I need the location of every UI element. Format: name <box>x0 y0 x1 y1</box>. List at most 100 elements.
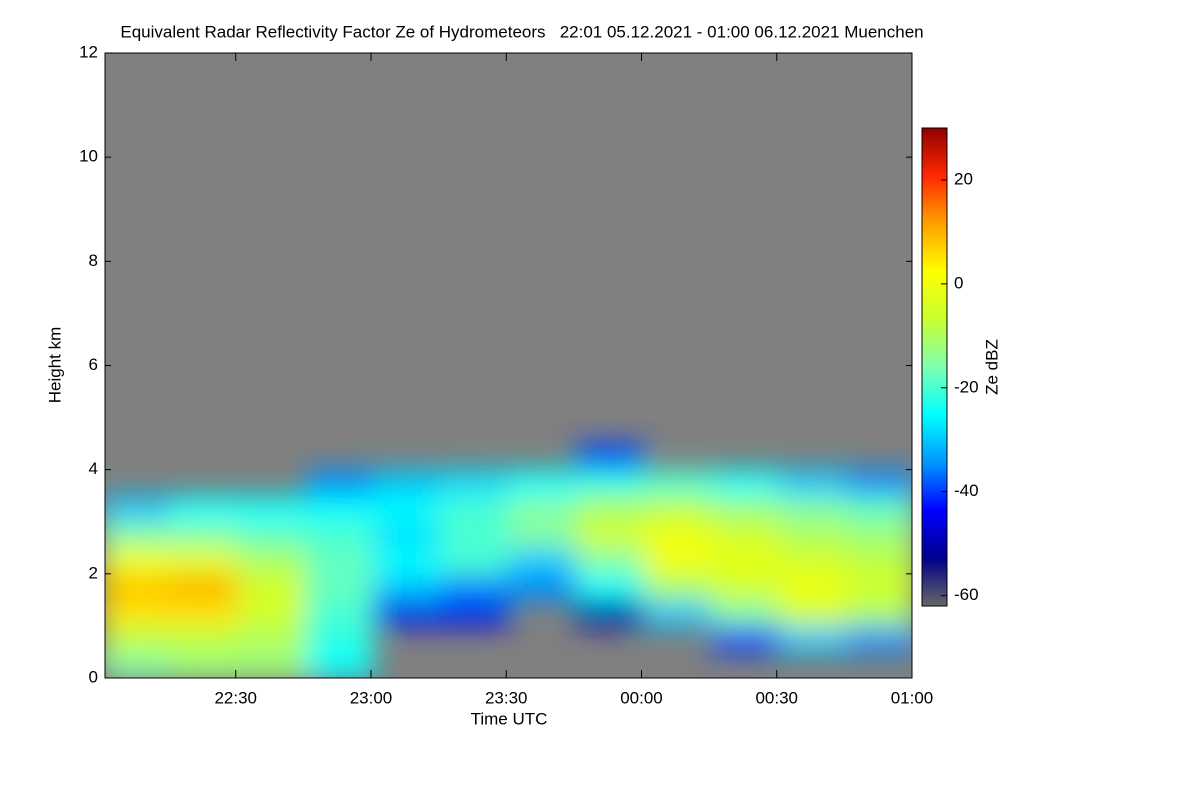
heatmap-cell <box>373 547 442 575</box>
heatmap-cell <box>237 625 307 653</box>
heatmap-cell <box>373 573 442 601</box>
heatmap-cell <box>643 469 712 497</box>
heatmap-cell <box>508 495 577 523</box>
heatmap-cell <box>846 573 912 601</box>
heatmap-cell <box>237 521 307 549</box>
heatmap-cell <box>237 599 307 627</box>
heatmap-cell <box>373 521 442 549</box>
y-tick-label: 10 <box>79 147 98 166</box>
heatmap-cell <box>576 547 645 575</box>
y-tick-label: 0 <box>89 667 98 686</box>
heatmap-cell <box>305 547 374 575</box>
colorbar-tick-label: -40 <box>954 481 979 500</box>
heatmap-cell <box>170 521 239 549</box>
heatmap-cell <box>711 573 780 601</box>
heatmap-cell <box>576 443 645 471</box>
y-tick-label: 4 <box>89 459 98 478</box>
heatmap-cell <box>305 599 374 627</box>
heatmap-cell <box>711 469 780 497</box>
colorbar-tick-label: 0 <box>954 273 963 292</box>
heatmap-cell <box>440 495 509 523</box>
heatmap-cell <box>846 521 912 549</box>
heatmap-cell <box>576 573 645 601</box>
heatmap-cell <box>105 495 171 523</box>
heatmap-cell <box>440 547 509 575</box>
heatmap-cell <box>237 573 307 601</box>
heatmap-cell <box>237 651 307 678</box>
heatmap-cell <box>373 495 442 523</box>
heatmap-cell <box>170 573 239 601</box>
heatmap-cell <box>643 495 712 523</box>
heatmap-cell <box>170 495 239 523</box>
heatmap-cell <box>237 547 307 575</box>
heatmap-cell <box>105 547 171 575</box>
heatmap-cell <box>846 625 912 653</box>
y-tick-label: 12 <box>79 42 98 61</box>
heatmap-cell <box>846 547 912 575</box>
heatmap-cell <box>711 495 780 523</box>
colorbar-tick-label: -60 <box>954 585 979 604</box>
heatmap-cell <box>105 651 171 678</box>
heatmap-cell <box>576 599 645 627</box>
heatmap-cell <box>508 573 577 601</box>
heatmap-cell <box>305 651 374 678</box>
heatmap-cell <box>305 469 374 497</box>
heatmap-cell <box>373 469 442 497</box>
x-tick-label: 00:30 <box>755 688 798 707</box>
heatmap-cell <box>846 495 912 523</box>
heatmap-cell <box>170 625 239 653</box>
x-tick-label: 23:30 <box>485 688 528 707</box>
heatmap-cell <box>305 625 374 653</box>
x-tick-label: 00:00 <box>620 688 663 707</box>
chart-title: Equivalent Radar Reflectivity Factor Ze … <box>120 22 923 41</box>
heatmap-cell <box>643 521 712 549</box>
heatmap-cell <box>711 625 780 653</box>
heatmap-cell <box>170 599 239 627</box>
heatmap-cell <box>440 469 509 497</box>
heatmap-cell <box>846 469 912 497</box>
heatmap-cell <box>305 573 374 601</box>
heatmap-cell <box>305 495 374 523</box>
heatmap-cell <box>305 521 374 549</box>
heatmap-cell <box>711 599 780 627</box>
heatmap-cell <box>440 573 509 601</box>
y-tick-label: 8 <box>89 251 98 270</box>
heatmap-cell <box>779 599 848 627</box>
x-tick-label: 01:00 <box>891 688 934 707</box>
heatmap <box>105 443 912 678</box>
colorbar-tick-label: 20 <box>954 169 973 188</box>
colorbar-tick-label: -20 <box>954 377 979 396</box>
heatmap-cell <box>373 599 442 627</box>
heatmap-cell <box>576 469 645 497</box>
heatmap-cell <box>846 599 912 627</box>
heatmap-cell <box>170 547 239 575</box>
heatmap-cell <box>779 469 848 497</box>
heatmap-cell <box>440 599 509 627</box>
heatmap-cell <box>105 521 171 549</box>
heatmap-cell <box>508 469 577 497</box>
heatmap-cell <box>711 547 780 575</box>
heatmap-cell <box>440 521 509 549</box>
heatmap-cell <box>508 547 577 575</box>
heatmap-cells <box>105 443 912 678</box>
y-tick-label: 6 <box>89 355 98 374</box>
heatmap-cell <box>779 547 848 575</box>
heatmap-cell <box>643 599 712 627</box>
heatmap-cell <box>576 521 645 549</box>
heatmap-cell <box>779 495 848 523</box>
y-axis-label: Height km <box>45 327 64 404</box>
heatmap-cell <box>105 573 171 601</box>
heatmap-cell <box>576 495 645 523</box>
heatmap-cell <box>643 573 712 601</box>
heatmap-cell <box>170 651 239 678</box>
x-tick-label: 23:00 <box>350 688 393 707</box>
heatmap-cell <box>237 495 307 523</box>
heatmap-cell <box>779 521 848 549</box>
heatmap-cell <box>779 625 848 653</box>
colorbar <box>921 127 948 607</box>
heatmap-cell <box>105 625 171 653</box>
heatmap-cell <box>508 521 577 549</box>
heatmap-cell <box>105 599 171 627</box>
heatmap-cell <box>643 547 712 575</box>
